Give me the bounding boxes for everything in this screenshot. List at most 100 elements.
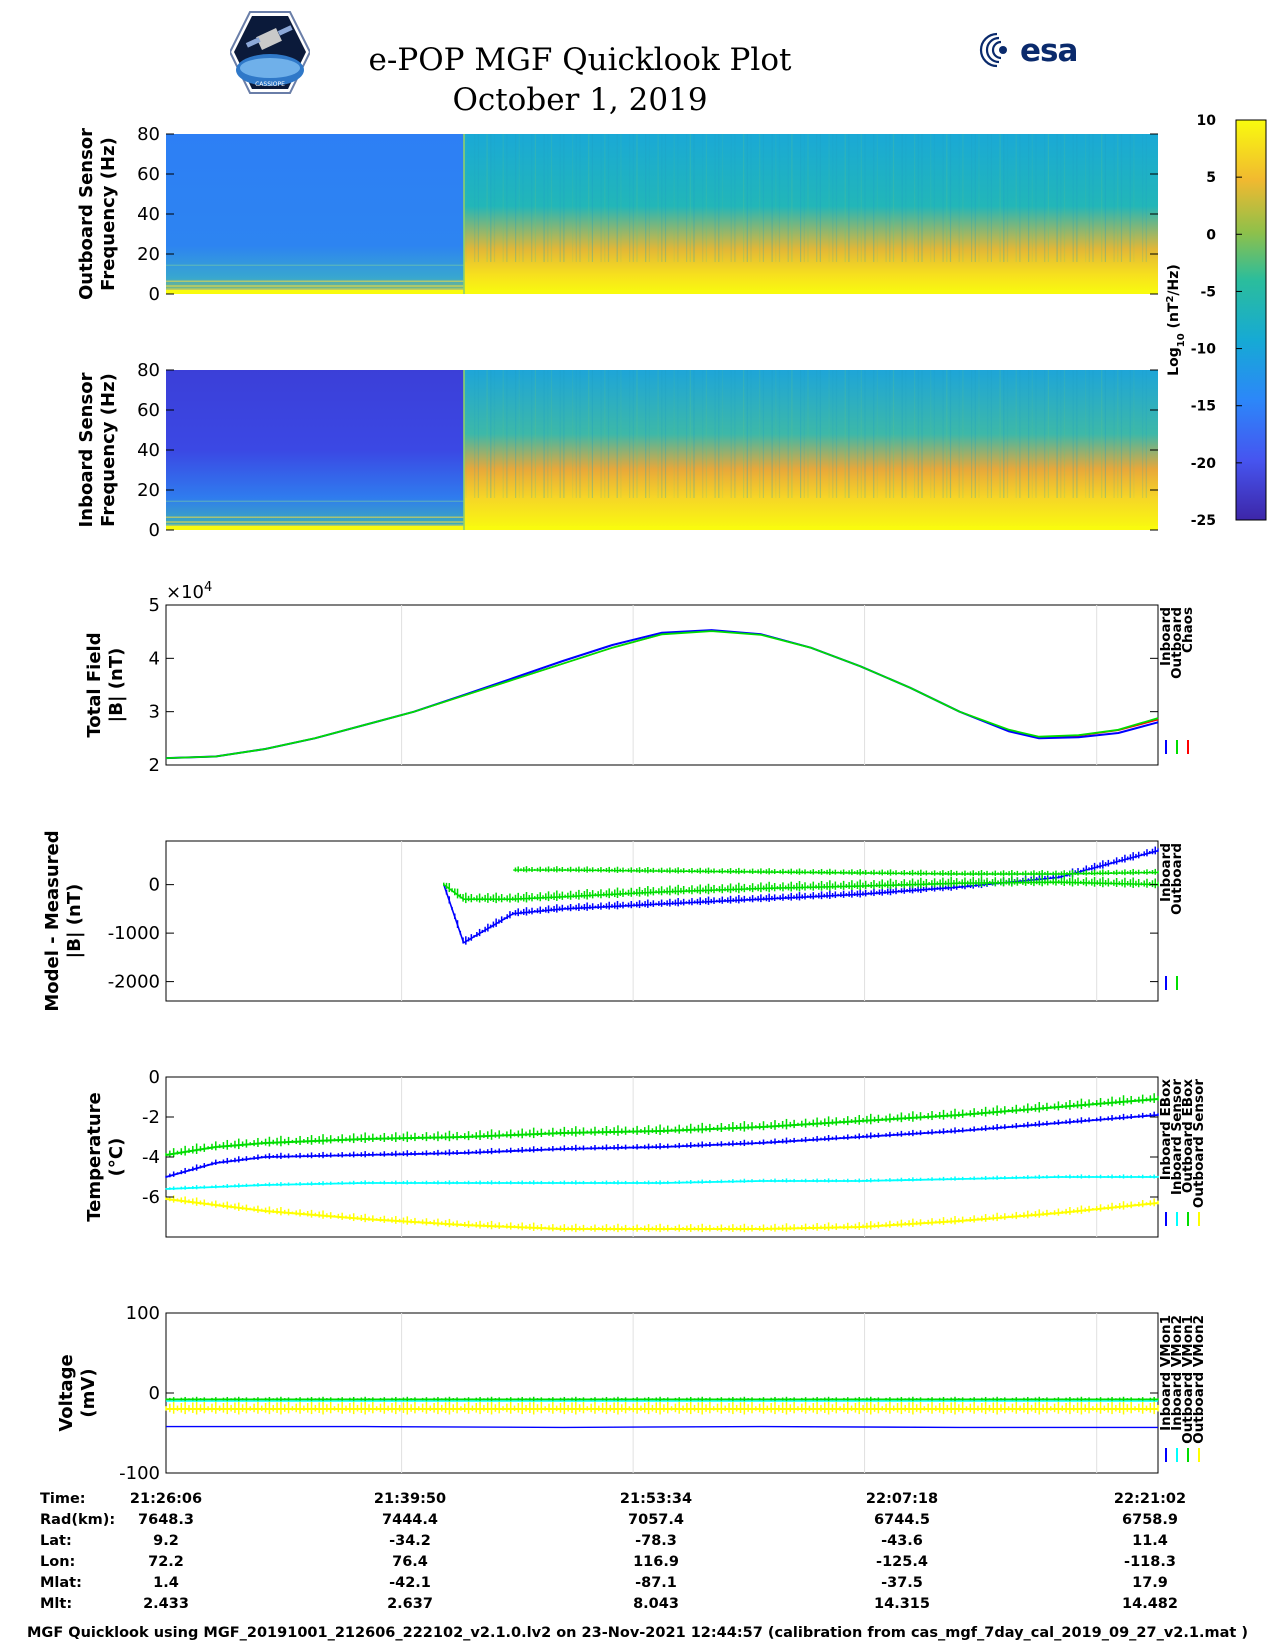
temperature-ylabel-1: Temperature [84,1092,105,1221]
ytick-label: 20 [137,244,160,265]
voltage-grid [401,1313,1098,1473]
colorbar-tick-label: -5 [1200,284,1216,300]
legend-label: Inboard VMon2 [1169,1315,1185,1431]
colorbar-tick-label: -20 [1191,456,1217,472]
voltage-ylabel-1: Voltage [56,1354,77,1431]
ephemeris-row-label: Mlt: [40,1596,72,1612]
ephemeris-cell: 8.043 [633,1596,679,1612]
total-field-chart: 2 3 4 5 ×104 Total Field |B| (nT) InboardOu… [84,580,1196,777]
temperature-grid [401,1077,1098,1237]
ephemeris-cell: 11.4 [1132,1533,1168,1549]
ytick-label: 4 [149,648,160,669]
total-field-ylabel-2: |B| (nT) [106,648,127,723]
title-line-1: e-POP MGF Quicklook Plot [368,42,792,78]
ephemeris-cell: 7057.4 [628,1512,684,1528]
ephemeris-cell: 17.9 [1132,1575,1168,1591]
legend-label: Outboard VMon2 [1191,1315,1207,1444]
voltage-yticks: -100 0 100 [119,1303,1158,1484]
ytick-label: 0 [149,1067,160,1088]
ephemeris-cell: -78.3 [635,1533,677,1549]
colorbar-tick-label: -15 [1191,399,1216,415]
spectral-floor [166,290,1158,294]
temperature-ylabel-2: (°C) [106,1138,127,1177]
colorbar-label: Log10 (nT2/Hz) [1165,264,1187,376]
ytick-label: 100 [126,1303,160,1324]
outboard-yticks: 0 20 40 60 80 [137,124,1158,305]
ephemeris-cell: 14.315 [874,1596,930,1612]
ephemeris-cell: -43.6 [881,1533,923,1549]
spectral-floor [166,526,1158,530]
inboard-yticks: 0 20 40 60 80 [137,360,1158,541]
colorbar-gradient [1235,119,1267,521]
ytick-label: -1000 [108,923,160,944]
legend-label: Inboard EBox [1158,1079,1174,1180]
outboard-ylabel-1: Outboard Sensor [76,128,97,300]
ytick-label: 20 [137,480,160,501]
ephemeris-cell: 14.482 [1122,1596,1178,1612]
ephemeris-cell: -42.1 [389,1575,431,1591]
ytick-label: 3 [149,702,160,723]
ytick-label: 0 [149,1383,160,1404]
outboard-spectral-lines [166,264,1158,294]
temperature-yticks: -6 -4 -2 0 [142,1067,1158,1208]
voltage-ylabel-2: (mV) [78,1368,99,1417]
ytick-label: 60 [137,164,160,185]
legend-label: Outboard Sensor [1191,1079,1207,1208]
ephemeris-cell: 2.433 [143,1596,189,1612]
ytick-label: 40 [137,204,160,225]
total-field-series [165,629,1159,760]
ytick-label: 0 [149,875,160,896]
colorbar-tick-label: -25 [1191,513,1216,529]
ytick-label: 80 [137,360,160,381]
ephemeris-cell: 21:26:06 [130,1491,202,1507]
ephemeris-row-label: Mlat: [40,1575,82,1591]
mission-logo-label: CASSIOPE [255,81,285,88]
voltage-series [165,1396,1159,1429]
inboard-spectrogram: Inboard Sensor Frequency (Hz) 0 20 40 60 80 [76,360,1158,541]
ytick-label: -6 [142,1187,160,1208]
model-measured-series [443,846,1159,945]
inboard-sensor-temp [165,1114,1159,1178]
colorbar-ticks: 10 5 0 -5 -10 -15 -20 -25 [1191,113,1242,529]
inboard-time-striations [463,370,1147,530]
ephemeris-cell: 9.2 [153,1533,179,1549]
model-measured-yticks: -2000 -1000 0 [108,875,1158,993]
ytick-label: -4 [142,1147,160,1168]
inboard-ebox-temp [165,1098,1159,1156]
ephemeris-cell: 22:07:18 [866,1491,938,1507]
outboard-time-striations [463,134,1147,294]
footer-caption: MGF Quicklook using MGF_20191001_212606_… [26,1625,1248,1641]
total-field-exponent: ×104 [166,580,212,604]
inboard-spectral-lines [166,500,1158,530]
ytick-label: -100 [119,1463,160,1484]
colorbar-tick-label: 0 [1206,227,1216,243]
outboard-spectrogram: Outboard Sensor Frequency (Hz) 0 20 40 60 80 [76,124,1158,305]
outboard-line [165,630,1159,759]
ephemeris-cell: 1.4 [153,1575,179,1591]
inboard-ylabel-1: Inboard Sensor [76,372,97,527]
ephemeris-cell: -34.2 [389,1533,431,1549]
ytick-label: 0 [149,520,160,541]
legend-label: Inboard [1158,843,1174,902]
ytick-label: 2 [149,755,160,776]
outboard-sensor-temp [165,1198,1159,1230]
ephemeris-cell: 116.9 [633,1554,679,1570]
model-measured-ylabel-2: |B| (nT) [64,884,85,959]
ytick-label: 5 [149,595,160,616]
ytick-label: -2 [142,1107,160,1128]
model-measured-ylabel-1: Model - Measured [42,830,63,1011]
legend-label: Outboard [1169,607,1185,679]
ephemeris-cell: 7444.4 [382,1512,438,1528]
ytick-label: -2000 [108,972,160,993]
ephemeris-row-label: Lon: [40,1554,75,1570]
ephemeris-cell: 6744.5 [874,1512,930,1528]
ephemeris-cell: 7648.3 [138,1512,194,1528]
model-measured-axes [165,840,1159,1002]
ephemeris-row-label: Rad(km): [40,1512,115,1528]
legend-label: Outboard [1169,843,1185,915]
ephemeris-cell: 22:21:02 [1114,1491,1186,1507]
total-field-axes [165,604,1159,766]
ephemeris-cell: -37.5 [881,1575,923,1591]
